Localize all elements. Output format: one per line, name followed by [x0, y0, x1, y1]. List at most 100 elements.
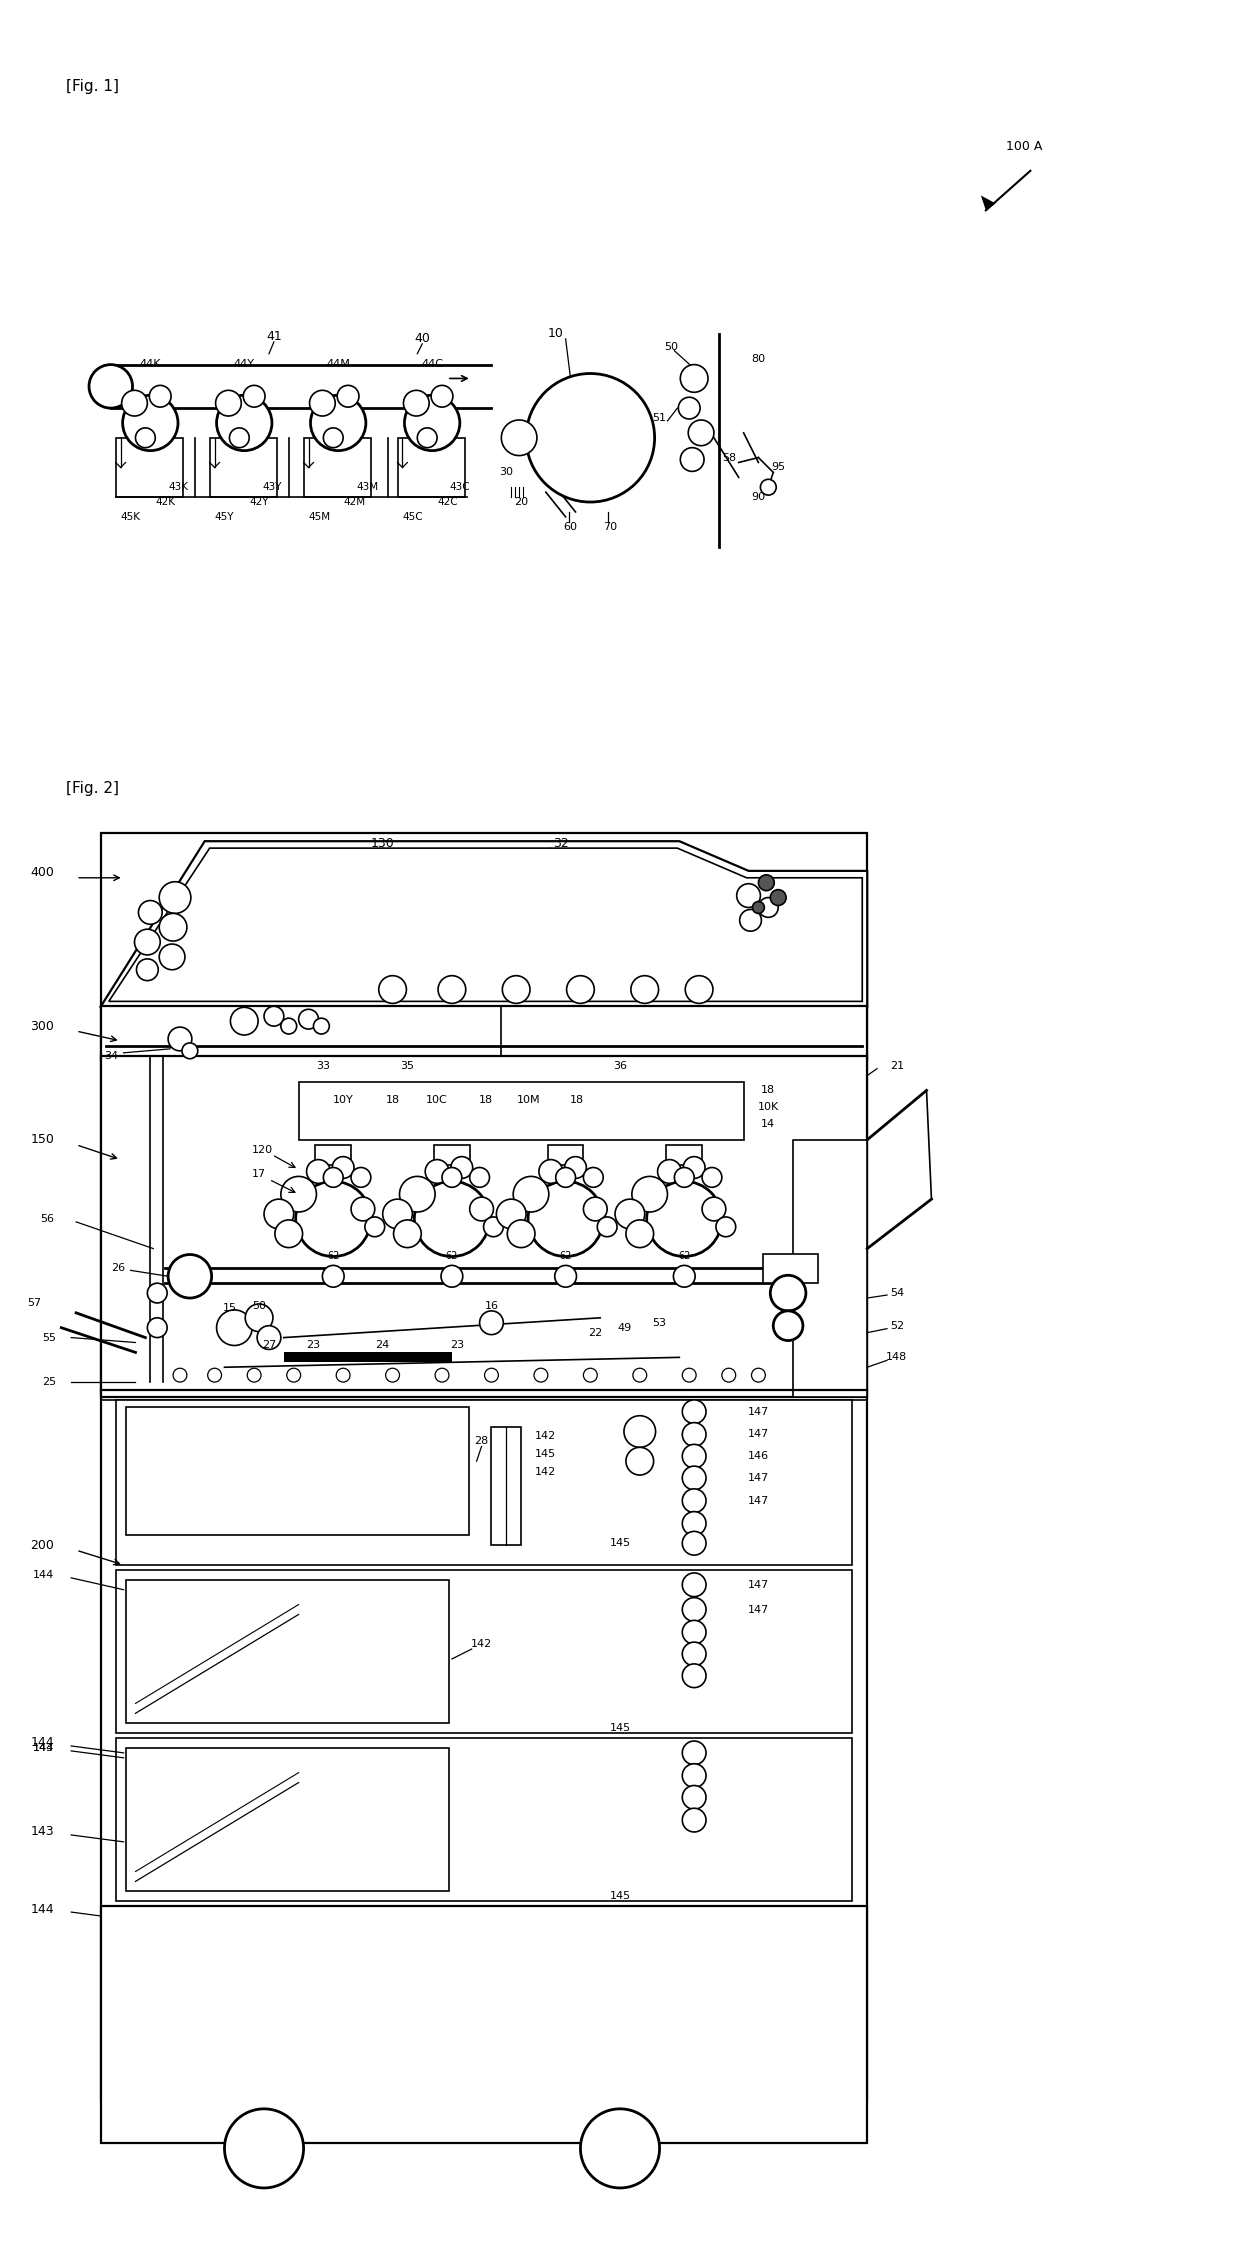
Text: 24: 24	[376, 1340, 389, 1351]
Circle shape	[682, 1807, 706, 1832]
Text: 400: 400	[31, 865, 55, 879]
Circle shape	[438, 976, 466, 1003]
Circle shape	[470, 1198, 494, 1221]
Circle shape	[386, 1369, 399, 1383]
Text: 25: 25	[42, 1378, 56, 1387]
Circle shape	[715, 1216, 735, 1236]
Circle shape	[632, 1176, 667, 1212]
Text: 144: 144	[33, 1742, 55, 1753]
Circle shape	[682, 1664, 706, 1688]
Circle shape	[365, 1216, 384, 1236]
Circle shape	[286, 1369, 300, 1383]
Circle shape	[280, 1176, 316, 1212]
Bar	[125, 1407, 469, 1535]
Circle shape	[501, 420, 537, 456]
Circle shape	[682, 1574, 706, 1596]
Circle shape	[580, 2109, 660, 2187]
Circle shape	[682, 1511, 706, 1535]
Circle shape	[383, 1198, 413, 1230]
Circle shape	[556, 1167, 575, 1187]
Circle shape	[675, 1167, 694, 1187]
Circle shape	[554, 1266, 577, 1288]
Text: 45Y: 45Y	[215, 513, 234, 522]
Circle shape	[615, 1198, 645, 1230]
Bar	[115, 1569, 852, 1733]
Circle shape	[682, 1445, 706, 1468]
Circle shape	[770, 1275, 806, 1311]
Circle shape	[702, 1167, 722, 1187]
Text: 147: 147	[748, 1407, 769, 1416]
Circle shape	[224, 2109, 304, 2187]
Circle shape	[174, 1369, 187, 1383]
Text: 43Y: 43Y	[262, 483, 281, 492]
Text: 200: 200	[31, 1538, 55, 1551]
Circle shape	[435, 1369, 449, 1383]
Circle shape	[567, 976, 594, 1003]
Text: 57: 57	[27, 1297, 42, 1308]
Bar	[284, 1353, 451, 1362]
Circle shape	[624, 1416, 656, 1448]
Text: 142: 142	[536, 1468, 557, 1477]
Text: 147: 147	[748, 1580, 769, 1589]
Circle shape	[485, 1369, 498, 1383]
Circle shape	[264, 1007, 284, 1025]
Circle shape	[310, 391, 335, 416]
Circle shape	[414, 1182, 490, 1257]
Circle shape	[182, 1043, 198, 1059]
Text: 44Y: 44Y	[234, 360, 254, 369]
Text: 150: 150	[31, 1133, 55, 1146]
Text: 14: 14	[761, 1120, 775, 1128]
Text: [Fig. 2]: [Fig. 2]	[66, 782, 119, 796]
Circle shape	[217, 396, 272, 450]
Circle shape	[264, 1198, 294, 1230]
Text: 22: 22	[588, 1329, 603, 1338]
Text: 143: 143	[31, 1825, 55, 1839]
Circle shape	[169, 1254, 212, 1297]
Polygon shape	[981, 196, 996, 211]
Circle shape	[528, 1182, 603, 1257]
Text: 144: 144	[31, 1902, 55, 1915]
Circle shape	[139, 901, 162, 924]
Circle shape	[148, 1284, 167, 1304]
Text: 42K: 42K	[155, 497, 175, 508]
Bar	[125, 1580, 449, 1724]
Text: 26: 26	[112, 1263, 125, 1272]
Circle shape	[441, 1167, 461, 1187]
Circle shape	[378, 976, 407, 1003]
Circle shape	[148, 1317, 167, 1338]
Text: 300: 300	[31, 1021, 55, 1032]
Bar	[100, 1057, 867, 1396]
Text: 146: 146	[748, 1452, 769, 1461]
Text: 62: 62	[327, 1252, 340, 1261]
Circle shape	[149, 384, 171, 407]
Text: 23: 23	[306, 1340, 320, 1351]
Circle shape	[722, 1369, 735, 1383]
Text: 18: 18	[761, 1086, 775, 1095]
Text: 18: 18	[479, 1095, 492, 1106]
Circle shape	[598, 1216, 618, 1236]
Text: 43M: 43M	[356, 483, 378, 492]
Circle shape	[688, 420, 714, 445]
Text: 44M: 44M	[326, 360, 350, 369]
Circle shape	[539, 1160, 563, 1182]
Circle shape	[322, 1266, 345, 1288]
Circle shape	[123, 396, 179, 450]
Circle shape	[122, 391, 148, 416]
Circle shape	[682, 1785, 706, 1810]
Circle shape	[275, 1221, 303, 1248]
Circle shape	[507, 1221, 534, 1248]
Circle shape	[136, 960, 159, 980]
Text: 130: 130	[371, 836, 394, 850]
Circle shape	[280, 1018, 296, 1034]
Circle shape	[682, 1531, 706, 1556]
Text: 145: 145	[609, 1891, 631, 1902]
Text: 10Y: 10Y	[332, 1095, 353, 1106]
Circle shape	[159, 944, 185, 969]
Text: 33: 33	[316, 1061, 330, 1070]
Bar	[398, 438, 465, 497]
Text: 16: 16	[485, 1302, 498, 1311]
Text: 18: 18	[386, 1095, 399, 1106]
Circle shape	[631, 976, 658, 1003]
Circle shape	[418, 427, 436, 447]
Circle shape	[502, 976, 529, 1003]
